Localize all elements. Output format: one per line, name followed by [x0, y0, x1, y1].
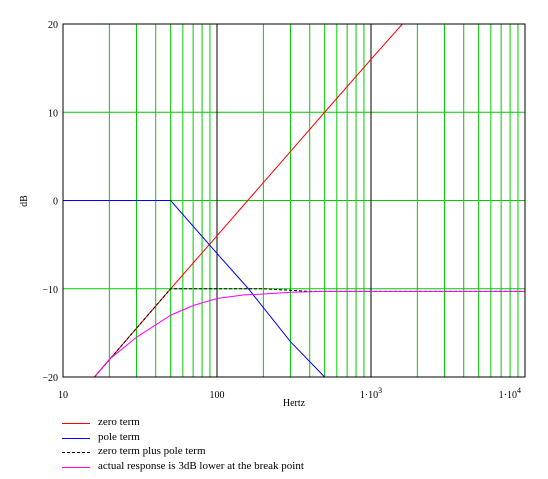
x-tick-exponent: 4: [517, 386, 521, 395]
x-tick-label: 10: [58, 390, 68, 401]
y-tick-label: 0: [53, 197, 58, 208]
y-tick-label: −10: [42, 285, 58, 296]
y-tick-label: 10: [48, 108, 58, 119]
x-tick-label: 1·103: [360, 386, 382, 401]
legend-swatch: [62, 452, 90, 453]
legend-label: zero term plus pole term: [98, 445, 206, 457]
legend-swatch: [62, 423, 90, 424]
x-tick-exponent: 3: [378, 386, 382, 395]
x-tick-label: 1·104: [499, 386, 521, 401]
legend-label: actual response is 3dB lower at the brea…: [98, 459, 304, 472]
y-axis-label: dB: [19, 195, 30, 207]
legend-label: pole term: [98, 430, 140, 443]
legend-swatch: [62, 437, 90, 439]
legend-swatch: [62, 466, 90, 468]
x-axis-label: Hertz: [283, 398, 306, 409]
plot-frame: [62, 23, 526, 378]
legend-label: zero term: [98, 416, 140, 428]
y-tick-label: −20: [42, 373, 58, 384]
series-group: [63, 23, 525, 378]
grid: [63, 24, 525, 377]
series-line-2: [63, 200, 325, 378]
series-line-4: [94, 290, 525, 378]
y-tick-label: 20: [48, 20, 58, 31]
x-tick-label: 100: [210, 390, 225, 401]
